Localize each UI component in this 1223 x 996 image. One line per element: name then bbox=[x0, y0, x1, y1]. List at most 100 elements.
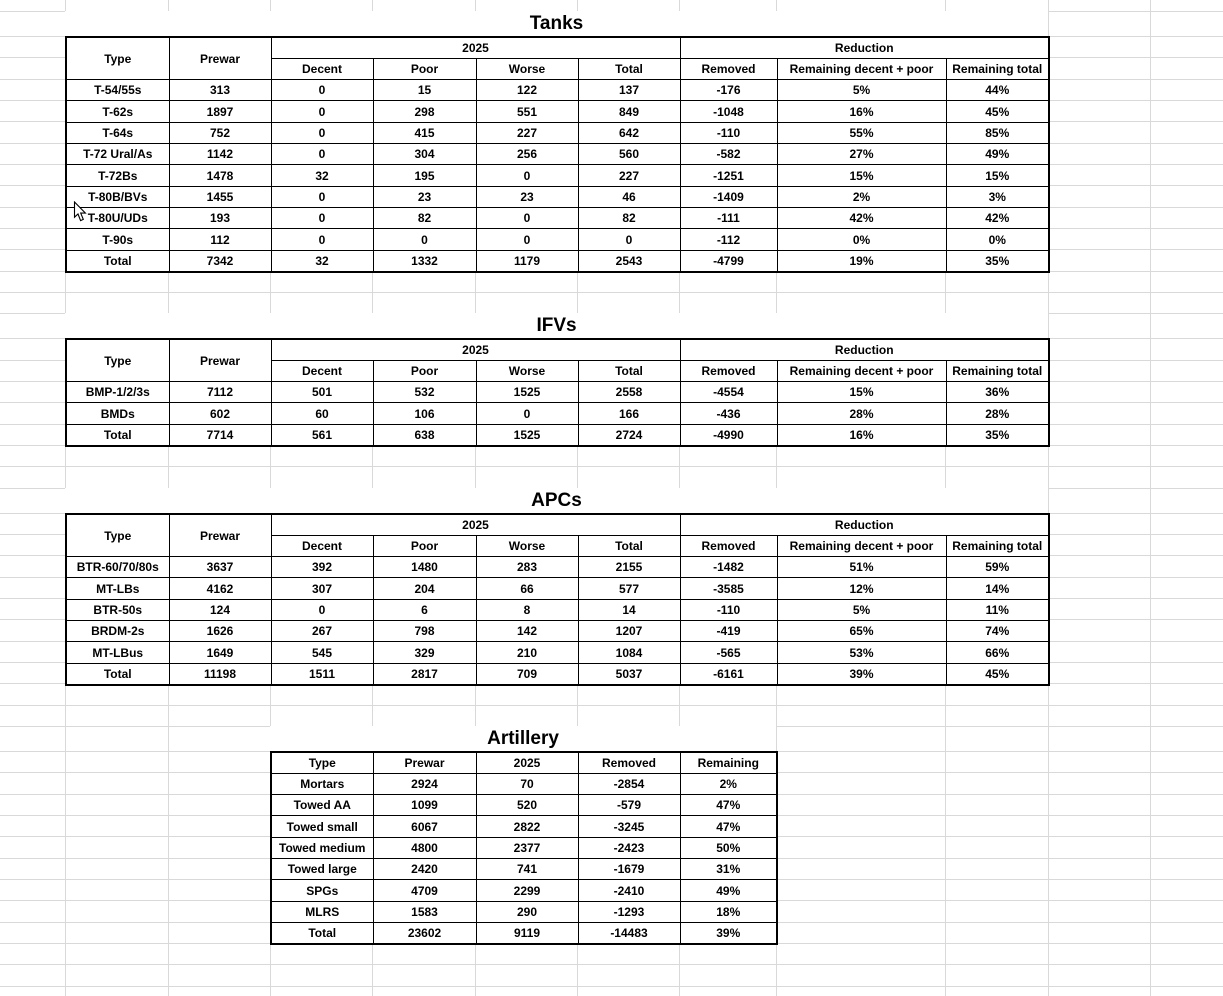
section-title-tanks[interactable]: Tanks bbox=[65, 11, 1048, 36]
row-label-cell[interactable]: T-90s bbox=[65, 228, 170, 251]
data-cell[interactable]: 11% bbox=[945, 598, 1050, 622]
total-cell[interactable]: 1525 bbox=[475, 423, 579, 447]
data-cell[interactable]: 36% bbox=[945, 381, 1050, 404]
data-cell[interactable]: 142 bbox=[475, 620, 579, 643]
row-label-cell[interactable]: SPGs bbox=[270, 879, 374, 902]
data-cell[interactable]: 70 bbox=[475, 772, 579, 796]
total-cell[interactable]: 2543 bbox=[577, 249, 681, 273]
data-cell[interactable]: 0 bbox=[270, 79, 374, 102]
data-cell[interactable]: 15 bbox=[372, 79, 477, 102]
data-cell[interactable]: 849 bbox=[577, 100, 681, 123]
column-header[interactable]: Type bbox=[65, 513, 170, 558]
total-cell[interactable]: -4799 bbox=[679, 249, 778, 273]
data-cell[interactable]: -1251 bbox=[679, 164, 778, 187]
data-cell[interactable]: 1455 bbox=[168, 185, 272, 209]
data-cell[interactable]: 227 bbox=[475, 121, 579, 145]
data-cell[interactable]: 32 bbox=[270, 164, 374, 187]
total-cell[interactable]: 11198 bbox=[168, 662, 272, 686]
row-label-cell[interactable]: MT-LBs bbox=[65, 577, 170, 600]
data-cell[interactable]: 741 bbox=[475, 858, 579, 881]
total-cell[interactable]: 7714 bbox=[168, 423, 272, 447]
data-cell[interactable]: 15% bbox=[776, 381, 947, 404]
data-cell[interactable]: 12% bbox=[776, 577, 947, 600]
column-group-header[interactable]: 2025 bbox=[270, 338, 681, 361]
data-cell[interactable]: 112 bbox=[168, 228, 272, 251]
data-cell[interactable]: -419 bbox=[679, 620, 778, 643]
column-header[interactable]: Remaining decent + poor bbox=[776, 534, 947, 558]
column-header[interactable]: Removed bbox=[679, 359, 778, 383]
column-header[interactable]: Remaining total bbox=[945, 57, 1050, 81]
column-header[interactable]: Poor bbox=[372, 534, 477, 558]
data-cell[interactable]: 313 bbox=[168, 79, 272, 102]
data-cell[interactable]: 329 bbox=[372, 641, 477, 664]
data-cell[interactable]: 0 bbox=[270, 143, 374, 166]
data-cell[interactable]: 2% bbox=[776, 185, 947, 209]
data-cell[interactable]: 45% bbox=[945, 100, 1050, 123]
row-label-cell[interactable]: T-72Bs bbox=[65, 164, 170, 187]
data-cell[interactable]: 82 bbox=[577, 207, 681, 230]
data-cell[interactable]: -1482 bbox=[679, 556, 778, 579]
column-header[interactable]: Prewar bbox=[168, 513, 272, 558]
data-cell[interactable]: 1649 bbox=[168, 641, 272, 664]
data-cell[interactable]: 298 bbox=[372, 100, 477, 123]
column-group-header[interactable]: 2025 bbox=[270, 36, 681, 59]
data-cell[interactable]: -436 bbox=[679, 402, 778, 425]
data-cell[interactable]: 7112 bbox=[168, 381, 272, 404]
total-cell[interactable]: 5037 bbox=[577, 662, 681, 686]
total-cell[interactable]: 638 bbox=[372, 423, 477, 447]
row-label-cell[interactable]: Towed medium bbox=[270, 836, 374, 860]
data-cell[interactable]: 124 bbox=[168, 598, 272, 622]
column-header[interactable]: Type bbox=[65, 338, 170, 383]
column-header[interactable]: Decent bbox=[270, 359, 374, 383]
data-cell[interactable]: 1583 bbox=[372, 900, 477, 924]
data-cell[interactable]: 0% bbox=[945, 228, 1050, 251]
total-cell[interactable]: 39% bbox=[679, 922, 778, 945]
data-cell[interactable]: 55% bbox=[776, 121, 947, 145]
column-header[interactable]: Prewar bbox=[372, 751, 477, 774]
data-cell[interactable]: 47% bbox=[679, 794, 778, 817]
data-cell[interactable]: 18% bbox=[679, 900, 778, 924]
data-cell[interactable]: -2423 bbox=[577, 836, 681, 860]
data-cell[interactable]: 28% bbox=[945, 402, 1050, 425]
data-cell[interactable]: 2377 bbox=[475, 836, 579, 860]
column-header[interactable]: Prewar bbox=[168, 338, 272, 383]
data-cell[interactable]: -579 bbox=[577, 794, 681, 817]
total-cell[interactable]: 16% bbox=[776, 423, 947, 447]
data-cell[interactable]: 0 bbox=[577, 228, 681, 251]
row-label-cell[interactable]: BRDM-2s bbox=[65, 620, 170, 643]
data-cell[interactable]: 0 bbox=[475, 164, 579, 187]
data-cell[interactable]: 1478 bbox=[168, 164, 272, 187]
data-cell[interactable]: 3637 bbox=[168, 556, 272, 579]
data-cell[interactable]: 15% bbox=[945, 164, 1050, 187]
row-label-cell[interactable]: MT-LBus bbox=[65, 641, 170, 664]
data-cell[interactable]: 1897 bbox=[168, 100, 272, 123]
data-cell[interactable]: 0 bbox=[270, 185, 374, 209]
data-cell[interactable]: 60 bbox=[270, 402, 374, 425]
column-group-header[interactable]: Reduction bbox=[679, 338, 1050, 361]
data-cell[interactable]: 283 bbox=[475, 556, 579, 579]
data-cell[interactable]: 642 bbox=[577, 121, 681, 145]
total-cell[interactable]: 1179 bbox=[475, 249, 579, 273]
data-cell[interactable]: 44% bbox=[945, 79, 1050, 102]
column-header[interactable]: Worse bbox=[475, 57, 579, 81]
data-cell[interactable]: 137 bbox=[577, 79, 681, 102]
data-cell[interactable]: 2822 bbox=[475, 815, 579, 838]
data-cell[interactable]: -111 bbox=[679, 207, 778, 230]
row-label-cell[interactable]: T-72 Ural/As bbox=[65, 143, 170, 166]
data-cell[interactable]: 23 bbox=[372, 185, 477, 209]
row-label-cell[interactable]: Mortars bbox=[270, 772, 374, 796]
data-cell[interactable]: 4162 bbox=[168, 577, 272, 600]
data-cell[interactable]: -3585 bbox=[679, 577, 778, 600]
row-label-cell[interactable]: BTR-60/70/80s bbox=[65, 556, 170, 579]
data-cell[interactable]: -565 bbox=[679, 641, 778, 664]
row-label-cell[interactable]: BMP-1/2/3s bbox=[65, 381, 170, 404]
data-cell[interactable]: 4800 bbox=[372, 836, 477, 860]
column-header[interactable]: Total bbox=[577, 57, 681, 81]
data-cell[interactable]: 195 bbox=[372, 164, 477, 187]
data-cell[interactable]: 2420 bbox=[372, 858, 477, 881]
data-cell[interactable]: 545 bbox=[270, 641, 374, 664]
data-cell[interactable]: 47% bbox=[679, 815, 778, 838]
total-cell[interactable]: 1511 bbox=[270, 662, 374, 686]
data-cell[interactable]: 49% bbox=[679, 879, 778, 902]
